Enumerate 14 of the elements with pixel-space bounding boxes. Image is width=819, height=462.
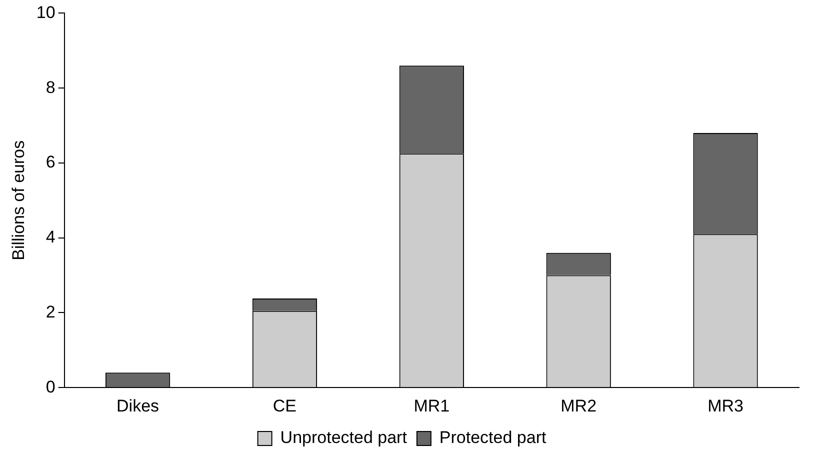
y-axis-title: Billions of euros (8, 140, 28, 260)
legend-label: Protected part (439, 428, 546, 448)
y-tick-label: 8 (46, 78, 56, 97)
y-tick-label: 0 (46, 377, 56, 396)
legend-label: Unprotected part (280, 428, 408, 448)
x-tick-label: MR2 (560, 396, 597, 416)
x-tick-label: MR1 (414, 396, 450, 416)
y-tick-label: 2 (46, 302, 56, 322)
x-tick-label: Dikes (116, 396, 160, 416)
y-tick-label: 4 (46, 228, 56, 247)
y-tick-label: 10 (36, 2, 56, 22)
y-tick-label: 6 (46, 152, 56, 172)
x-tick-label: CE (272, 396, 297, 416)
x-tick-label: MR3 (708, 396, 744, 416)
